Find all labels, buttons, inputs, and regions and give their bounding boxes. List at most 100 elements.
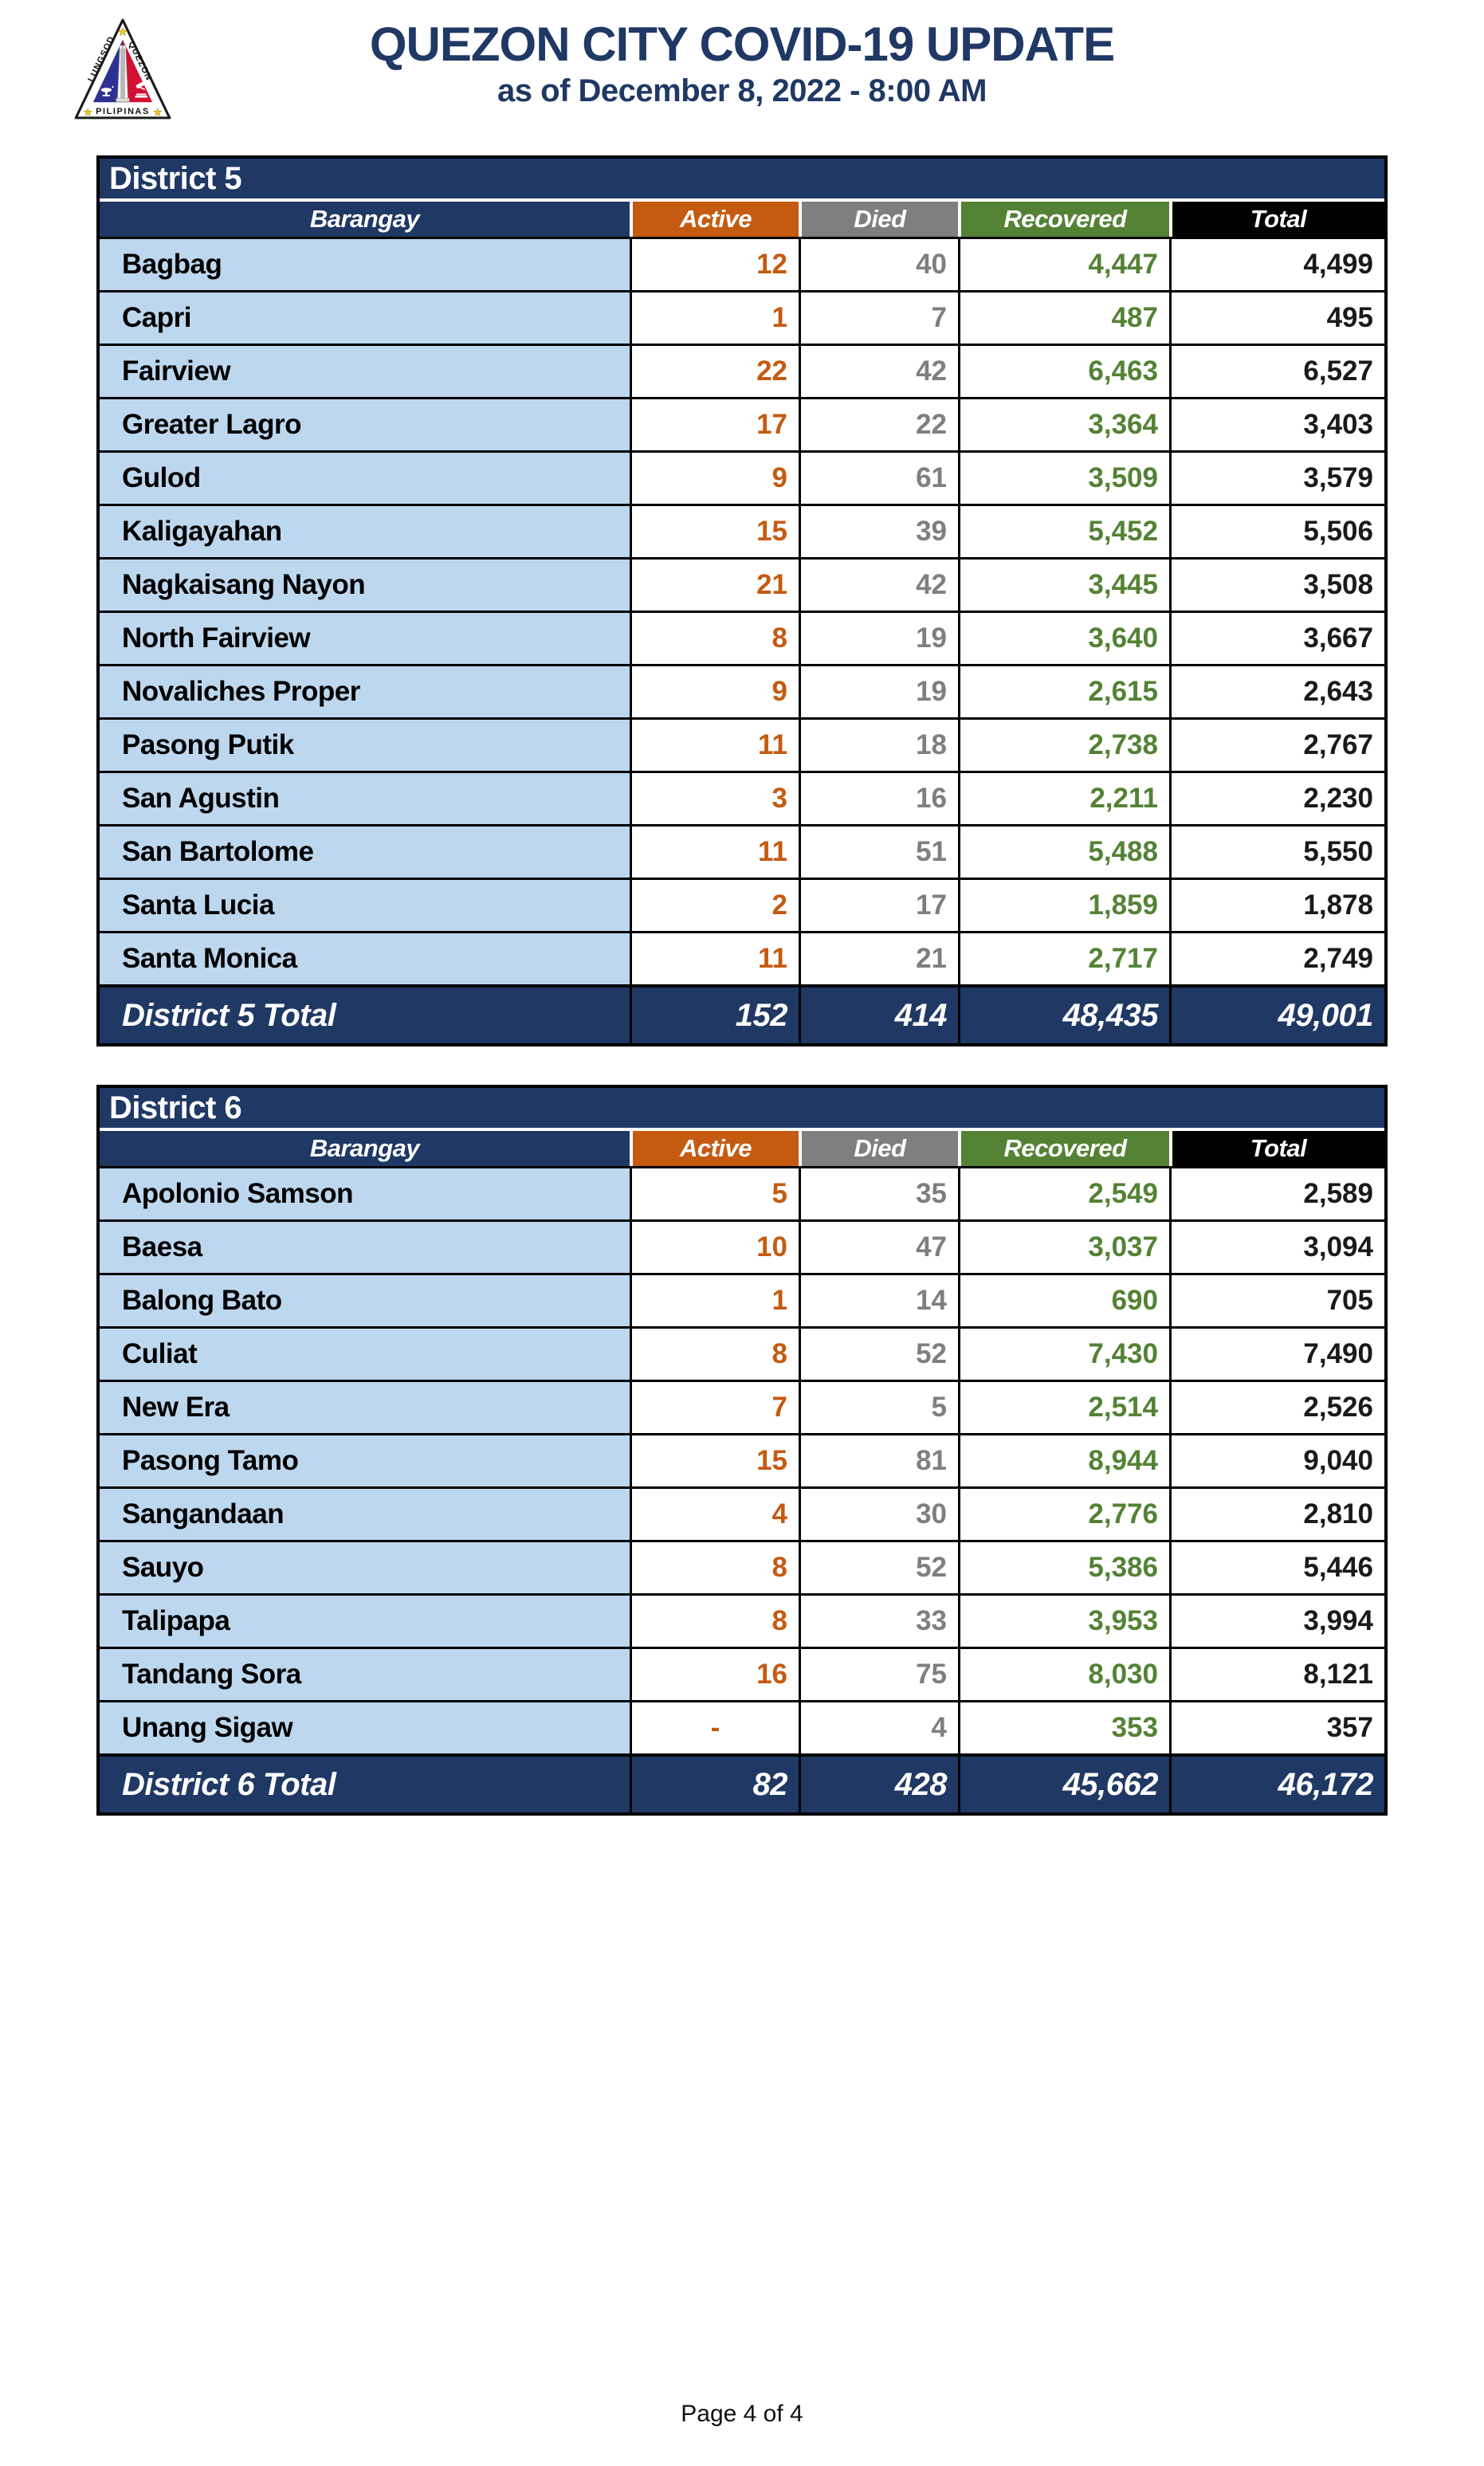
total-value-cell: 9,040: [1169, 1435, 1384, 1486]
total-value-cell: 2,767: [1169, 719, 1384, 771]
table-body: Bagbag 12 40 4,447 4,499 Capri 1 7 487 495 Fairvie…: [100, 236, 1384, 984]
active-value-cell: 17: [630, 399, 799, 450]
total-value-cell: 2,230: [1169, 772, 1384, 824]
active-value-cell: 2: [630, 879, 799, 931]
total-value-cell: 3,508: [1169, 559, 1384, 611]
total-value-cell: 2,526: [1169, 1381, 1384, 1433]
recovered-value-cell: 5,386: [958, 1541, 1169, 1593]
died-value-cell: 39: [799, 505, 958, 557]
total-value-cell: 3,094: [1169, 1221, 1384, 1273]
seal-gavel-icon: [135, 81, 147, 98]
barangay-name-cell: Fairview: [100, 345, 630, 397]
seal-bottom-text: PILIPINAS: [96, 107, 150, 116]
column-header-active: Active: [630, 1130, 799, 1166]
total-value-cell: 3,579: [1169, 452, 1384, 504]
page-number: Page 4 of 4: [681, 2401, 803, 2427]
table-row: Greater Lagro 17 22 3,364 3,403: [100, 396, 1384, 450]
barangay-name-cell: Nagkaisang Nayon: [100, 559, 630, 611]
recovered-value-cell: 3,037: [958, 1221, 1169, 1273]
quezon-city-seal-logo: ★ ★ ★ LUNGSOD QUEZON PILIPINAS: [74, 18, 171, 120]
active-value-cell: 10: [630, 1221, 799, 1273]
district-total-recovered: 45,662: [958, 1756, 1169, 1812]
active-value-cell: 12: [630, 238, 799, 290]
report-title: QUEZON CITY COVID-19 UPDATE: [369, 18, 1115, 71]
active-value-cell: 16: [630, 1648, 799, 1700]
barangay-name-cell: Culiat: [100, 1328, 630, 1380]
table-row: Sangandaan 4 30 2,776 2,810: [100, 1486, 1384, 1540]
recovered-value-cell: 3,364: [958, 399, 1169, 450]
barangay-name-cell: Greater Lagro: [100, 399, 630, 450]
died-value-cell: 47: [799, 1221, 958, 1273]
table-row: San Agustin 3 16 2,211 2,230: [100, 770, 1384, 824]
barangay-name-cell: Gulod: [100, 452, 630, 504]
died-value-cell: 35: [799, 1168, 958, 1219]
column-header-barangay: Barangay: [100, 201, 630, 237]
died-value-cell: 19: [799, 666, 958, 717]
table-row: Baesa 10 47 3,037 3,094: [100, 1219, 1384, 1273]
recovered-value-cell: 2,615: [958, 666, 1169, 717]
barangay-name-cell: Bagbag: [100, 238, 630, 290]
barangay-name-cell: Pasong Putik: [100, 719, 630, 771]
district-6-table: District 6 Barangay Active Died Recovere…: [96, 1084, 1388, 1816]
column-header-total: Total: [1169, 201, 1384, 237]
barangay-name-cell: Santa Lucia: [100, 879, 630, 931]
active-value-cell: 15: [630, 1435, 799, 1486]
district-total-active: 82: [630, 1756, 799, 1812]
table-row: Apolonio Samson 5 35 2,549 2,589: [100, 1165, 1384, 1219]
barangay-name-cell: Balong Bato: [100, 1274, 630, 1326]
table-body: Apolonio Samson 5 35 2,549 2,589 Baesa 10 47 3,0…: [100, 1165, 1384, 1753]
district-total-active: 152: [630, 987, 799, 1043]
seal-lamp-icon: [100, 85, 114, 96]
active-value-cell: 21: [630, 559, 799, 611]
recovered-value-cell: 8,030: [958, 1648, 1169, 1700]
district-total-recovered: 48,435: [958, 987, 1169, 1043]
died-value-cell: 52: [799, 1328, 958, 1380]
seal-star-top: ★: [118, 26, 128, 38]
died-value-cell: 51: [799, 826, 958, 878]
table-row: Pasong Tamo 15 81 8,944 9,040: [100, 1432, 1384, 1486]
recovered-value-cell: 5,452: [958, 505, 1169, 557]
total-value-cell: 3,667: [1169, 612, 1384, 664]
total-value-cell: 2,643: [1169, 666, 1384, 717]
died-value-cell: 81: [799, 1435, 958, 1486]
district-6-title: District 6: [100, 1087, 1384, 1128]
table-row: Novaliches Proper 9 19 2,615 2,643: [100, 663, 1384, 717]
total-value-cell: 3,994: [1169, 1595, 1384, 1647]
seal-blue-half: [92, 39, 123, 103]
recovered-value-cell: 2,514: [958, 1381, 1169, 1433]
table-row: Sauyo 8 52 5,386 5,446: [100, 1539, 1384, 1593]
recovered-value-cell: 2,738: [958, 719, 1169, 771]
total-value-cell: 5,446: [1169, 1541, 1384, 1593]
total-value-cell: 3,403: [1169, 399, 1384, 450]
barangay-name-cell: North Fairview: [100, 612, 630, 664]
total-value-cell: 5,506: [1169, 505, 1384, 557]
recovered-value-cell: 4,447: [958, 238, 1169, 290]
column-header-recovered: Recovered: [958, 201, 1169, 237]
active-value-cell: 9: [630, 666, 799, 717]
district-total-label: District 5 Total: [122, 997, 336, 1033]
table-row: New Era 7 5 2,514 2,526: [100, 1379, 1384, 1433]
active-value-cell: -: [630, 1702, 799, 1753]
barangay-name-cell: Kaligayahan: [100, 505, 630, 557]
column-header-died: Died: [799, 201, 958, 237]
recovered-value-cell: 487: [958, 292, 1169, 344]
active-value-cell: 8: [630, 1328, 799, 1380]
table-row: Santa Monica 11 21 2,717 2,749: [100, 930, 1384, 984]
died-value-cell: 18: [799, 719, 958, 771]
recovered-value-cell: 6,463: [958, 345, 1169, 397]
district-5-title: District 5: [100, 158, 1384, 198]
barangay-name-cell: Pasong Tamo: [100, 1435, 630, 1486]
total-value-cell: 2,589: [1169, 1168, 1384, 1219]
column-header-active: Active: [630, 201, 799, 237]
active-value-cell: 1: [630, 1274, 799, 1326]
column-header-died: Died: [799, 1130, 958, 1166]
active-value-cell: 1: [630, 292, 799, 344]
total-value-cell: 705: [1169, 1274, 1384, 1326]
barangay-name-cell: Capri: [100, 292, 630, 344]
died-value-cell: 42: [799, 345, 958, 397]
barangay-name-cell: Apolonio Samson: [100, 1168, 630, 1219]
recovered-value-cell: 2,211: [958, 772, 1169, 824]
column-header-row: Barangay Active Died Recovered Total: [100, 198, 1384, 237]
column-header-total: Total: [1169, 1130, 1384, 1166]
